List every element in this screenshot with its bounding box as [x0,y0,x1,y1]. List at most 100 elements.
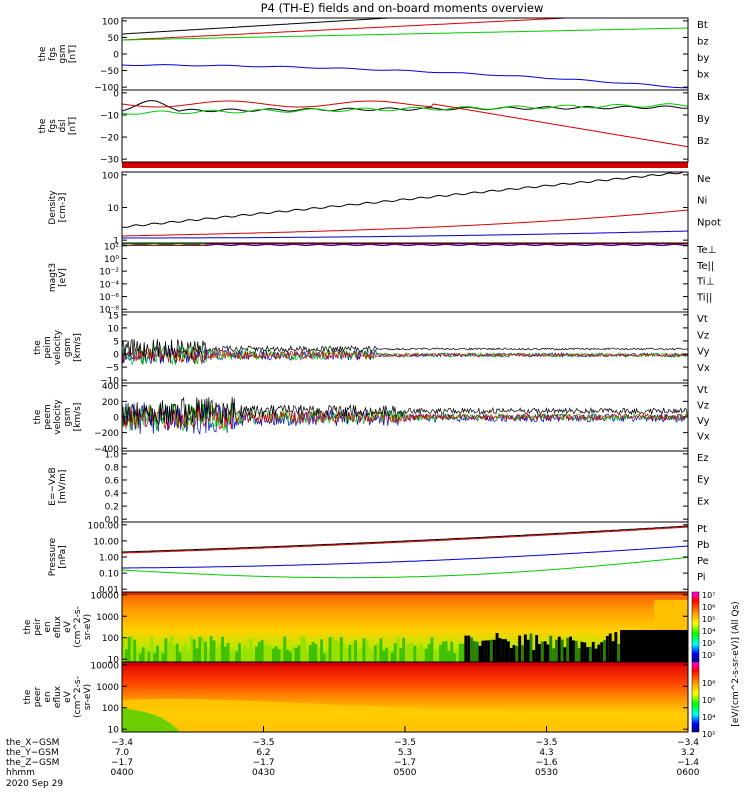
peir-low-energy-strip [608,633,612,662]
y-axis-label: the [23,619,33,634]
y-tick-label: 100.00 [88,521,120,531]
peir-low-energy-strip [580,641,584,662]
trace-peim-vz [121,347,689,365]
peir-low-energy-strip [464,635,468,662]
peir-low-energy-strip [141,647,145,662]
y-axis-label: eV [63,690,73,703]
y-axis-label: gsm [63,407,73,426]
y-tick-label: 10⁻⁴ [99,280,119,290]
y-tick-label: 10⁻⁸ [99,306,119,316]
x-tick-label: −1.7 [394,758,416,768]
legend-pb: Pb [697,540,709,551]
legend-vy: Vy [697,347,710,358]
peir-low-energy-strip [127,636,131,662]
peir-low-energy-strip [348,644,352,662]
y-tick-label: −10 [100,111,119,121]
peir-low-energy-strip [399,647,403,662]
red-flag-bar [122,162,688,168]
y-tick-label: −400 [94,445,119,455]
peir-low-energy-strip [566,637,570,662]
peir-low-energy-strip [589,646,592,662]
colorbar-tick-label: 10² [702,730,715,739]
y-tick-label: 0.10 [99,570,119,580]
peir-low-energy-strip [221,636,224,662]
peir-low-energy-strip [427,644,431,662]
y-tick-label: 0.01 [99,586,119,596]
peir-low-energy-strip [521,645,524,662]
x-tick-label: 6.2 [256,748,270,758]
peir-low-energy-strip [523,634,527,662]
trace-pb [121,526,689,554]
peir-low-energy-strip [161,653,165,662]
peir-low-energy-strip [184,642,188,662]
peir-yellow-region [654,600,688,630]
peir-low-energy-strip [339,637,343,662]
peir-low-energy-strip [274,646,278,662]
peir-low-energy-strip [458,643,462,662]
peir-low-energy-strip [150,637,154,662]
trace-bx [121,64,688,89]
legend-vx: Vx [697,432,710,443]
peir-low-energy-strip [209,636,213,662]
y-axis-label: [nPa] [58,545,68,568]
x-axis: the_X−GSM −3.4 −3.5 −3.5 −3.5 −3.4 the_Y−GSM 7.… [6,726,700,789]
x-tick-label: 3.2 [681,748,695,758]
legend-bz: Bz [697,136,709,147]
peir-low-energy-strip [147,651,151,662]
y-tick-label: 100 [102,704,119,714]
peir-low-energy-strip [453,653,456,662]
peir-low-energy-strip [354,640,357,662]
peir-low-energy-strip [467,635,471,662]
y-tick-label: −50 [100,67,119,77]
peir-low-energy-strip [167,642,171,662]
y-tick-label: 0 [113,89,119,99]
peir-low-energy-strip [124,649,128,662]
peir-low-energy-strip [297,645,301,662]
legend-ne: Ne [697,174,711,185]
y-tick-label: 10⁻² [99,268,119,278]
peir-low-energy-strip [356,653,360,662]
peir-low-energy-strip [557,636,561,662]
trace-peem-vz [121,404,689,430]
peir-low-energy-strip [532,650,536,662]
y-tick-label: 0.0 [105,516,120,526]
colorbar-tick-label: 10⁶ [702,696,715,705]
y-axis-label: velocity [53,399,63,435]
y-tick-label: −5 [106,364,119,374]
y-axis-label: the [38,118,48,133]
y-axis-label: the [38,46,48,61]
peir-low-energy-strip [198,636,202,662]
y-axis-label: sr-eV) [83,614,93,640]
x-tick-label: 0400 [111,768,134,778]
peir-low-energy-strip [158,653,162,662]
peir-low-energy-strip [249,638,253,662]
y-axis-label: sr-eV) [83,684,93,710]
y-axis-label: [km/s] [73,403,83,432]
peir-low-energy-strip [362,638,366,662]
y-tick-label: 0.2 [105,503,119,513]
legend-vx: Vx [697,363,710,374]
panel-frame-p3 [121,171,689,244]
peir-low-energy-strip [518,635,522,662]
peir-low-energy-strip [410,642,414,662]
peir-low-energy-strip [144,648,148,662]
y-axis-label: [eV] [58,268,68,287]
colorbar-tick-label: 10⁶ [702,603,715,612]
legend-bz: bz [697,37,709,48]
y-axis-label: E=−VxB [48,467,58,505]
peir-low-energy-strip [583,642,587,662]
y-axis-label: [nT] [68,45,78,63]
peir-low-energy-strip [538,644,541,662]
peir-low-energy-strip [170,636,173,662]
peir-low-energy-strip [498,638,502,662]
y-axis-label: the [33,340,43,355]
y-tick-label: 1.00 [99,554,119,564]
legend-by: by [697,53,709,64]
colorbar-tick-label: 10³ [702,639,715,648]
y-tick-label: 5 [113,337,119,347]
x-row-label: the_Z−GSM [6,758,59,768]
peir-low-energy-strip [229,650,233,662]
y-axis-label: Density [48,190,58,225]
